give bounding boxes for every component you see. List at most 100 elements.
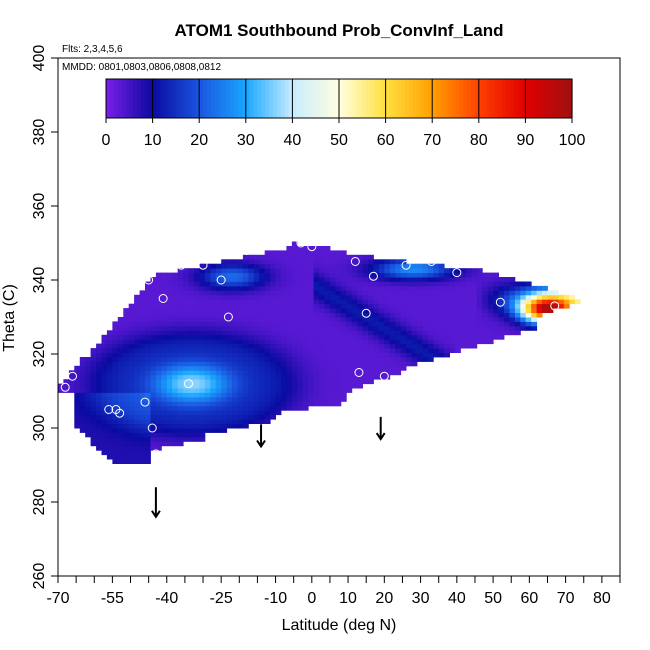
heatmap-cell	[188, 308, 195, 313]
heatmap-cell	[482, 312, 489, 318]
heatmap-cell	[204, 357, 211, 362]
heatmap-cell	[302, 303, 309, 309]
heatmap-cell	[253, 410, 260, 416]
heatmap-cell	[112, 383, 119, 389]
heatmap-cell	[487, 294, 494, 300]
heatmap-cell	[194, 357, 200, 362]
heatmap-cell	[74, 401, 81, 407]
heatmap-cell	[172, 414, 179, 420]
heatmap-cell	[161, 290, 168, 296]
heatmap-cell	[264, 334, 271, 340]
heatmap-cell	[417, 352, 423, 358]
heatmap-cell	[112, 388, 119, 393]
heatmap-cell	[237, 277, 244, 282]
colorbar-segment	[199, 79, 204, 118]
heatmap-cell	[106, 450, 113, 456]
heatmap-cell	[319, 285, 325, 291]
heatmap-cell	[232, 365, 238, 371]
heatmap-cell	[552, 290, 559, 296]
observation-circle	[216, 275, 226, 285]
y-tick-label: 320	[31, 341, 48, 368]
heatmap-cell	[335, 334, 342, 340]
heatmap-cell	[204, 294, 211, 300]
heatmap-cell	[226, 330, 233, 336]
heatmap-cell	[335, 294, 342, 300]
heatmap-cell	[395, 290, 402, 296]
heatmap-cell	[308, 268, 315, 274]
observation-circle	[184, 379, 194, 389]
heatmap-cell	[357, 285, 363, 291]
heatmap-cell	[286, 299, 293, 305]
heatmap-cell	[357, 268, 363, 274]
colorbar-segment	[471, 79, 476, 118]
heatmap-cell	[242, 370, 249, 376]
heatmap-cell	[411, 361, 418, 367]
heatmap-cell	[204, 317, 211, 322]
heatmap-cell	[422, 277, 429, 282]
heatmap-cell	[389, 339, 396, 345]
colorbar-segment	[284, 79, 290, 118]
heatmap-cell	[444, 294, 450, 300]
heatmap-cell	[106, 432, 113, 438]
heatmap-cell	[242, 410, 249, 416]
heatmap-cell	[199, 374, 206, 380]
heatmap-cell	[302, 325, 309, 331]
heatmap-cell	[172, 436, 179, 442]
heatmap-cell	[106, 405, 113, 411]
heatmap-cell	[286, 290, 293, 296]
heatmap-cell	[204, 290, 211, 296]
observation-circle	[550, 301, 560, 311]
x-tick-label: -55	[101, 590, 124, 607]
heatmap-cell	[188, 290, 195, 296]
heatmap-cell	[161, 308, 168, 313]
heatmap-cell	[368, 312, 374, 318]
heatmap-cell	[455, 348, 461, 353]
heatmap-cell	[308, 396, 315, 402]
heatmap-cell	[264, 388, 271, 393]
heatmap-cell	[433, 325, 440, 331]
heatmap-cell	[542, 299, 548, 305]
heatmap-cell	[286, 396, 293, 402]
heatmap-cell	[226, 419, 233, 424]
colorbar-segment	[133, 79, 138, 118]
colorbar-segment	[210, 79, 216, 118]
heatmap-cell	[291, 365, 298, 371]
heatmap-cell	[498, 290, 505, 296]
heatmap-cell	[493, 290, 499, 296]
heatmap-cell	[161, 423, 168, 429]
heatmap-cell	[264, 330, 271, 336]
heatmap-cell	[270, 321, 276, 327]
heatmap-cell	[308, 263, 315, 269]
heatmap-cell	[384, 352, 391, 358]
heatmap-cell	[340, 254, 347, 260]
heatmap-cell	[74, 423, 81, 429]
heatmap-cell	[237, 383, 244, 389]
heatmap-cell	[264, 259, 271, 265]
heatmap-cell	[166, 308, 173, 313]
heatmap-cell	[210, 348, 217, 353]
heatmap-cell	[438, 312, 445, 318]
heatmap-cell	[270, 254, 276, 260]
heatmap-cell	[346, 325, 353, 331]
heatmap-cell	[417, 317, 423, 322]
heatmap-cell	[422, 321, 429, 327]
heatmap-cell	[242, 401, 249, 407]
heatmap-cell	[471, 294, 478, 300]
heatmap-cell	[329, 392, 336, 398]
x-axis-label: Latitude (deg N)	[282, 617, 397, 634]
heatmap-cell	[389, 285, 396, 291]
heatmap-cell	[395, 365, 402, 371]
heatmap-cell	[150, 334, 157, 340]
heatmap-cell	[351, 299, 358, 305]
heatmap-cell	[286, 308, 293, 313]
heatmap-cell	[319, 277, 325, 282]
heatmap-cell	[210, 374, 217, 380]
heatmap-cell	[183, 370, 189, 376]
heatmap-cell	[177, 401, 184, 407]
heatmap-cell	[291, 392, 298, 398]
heatmap-cell	[155, 343, 162, 349]
heatmap-cell	[340, 352, 347, 358]
heatmap-cell	[340, 388, 347, 393]
heatmap-cell	[139, 441, 146, 447]
heatmap-cell	[248, 268, 255, 274]
